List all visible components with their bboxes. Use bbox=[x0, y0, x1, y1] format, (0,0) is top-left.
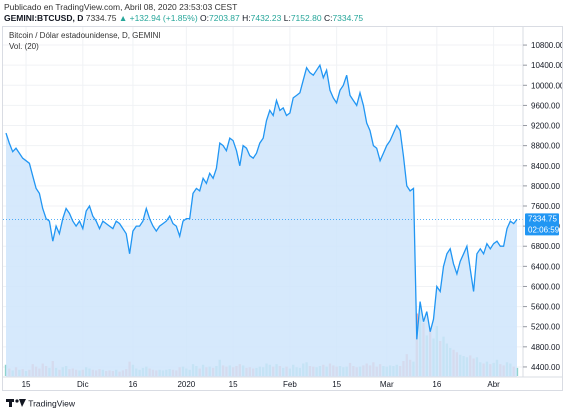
y-tick-label: 10400.00 bbox=[531, 61, 562, 70]
y-tick-label: 10000.00 bbox=[531, 81, 562, 90]
close-label: C: bbox=[323, 13, 333, 23]
x-tick-label: 15 bbox=[229, 380, 238, 389]
x-tick-label: Mar bbox=[380, 380, 394, 389]
x-tick-label: 2020 bbox=[177, 380, 195, 389]
x-tick-label: Feb bbox=[283, 380, 297, 389]
x-tick-label: Abr bbox=[487, 380, 500, 389]
chart-panel[interactable]: 4400.00 4800.00 5200.00 5600.00 6000.00 6400.… bbox=[2, 26, 563, 391]
open-value: 7203.87 bbox=[209, 13, 240, 23]
x-tick-label: Dic bbox=[77, 380, 89, 389]
y-tick-label: 8000.00 bbox=[531, 182, 560, 191]
last-price: 7334.75 bbox=[85, 13, 117, 23]
y-tick-label: 10800.00 bbox=[531, 41, 562, 50]
footer: TradingView bbox=[6, 398, 75, 410]
symbol-label: GEMINI:BTCUSD, D bbox=[4, 13, 84, 23]
y-tick-label: 4400.00 bbox=[531, 363, 560, 372]
x-tick-label: 15 bbox=[22, 380, 31, 389]
y-tick-label: 6800.00 bbox=[531, 242, 560, 251]
close-value: 7334.75 bbox=[332, 13, 364, 23]
x-tick-label: 16 bbox=[432, 380, 441, 389]
published-note: Publicado en TradingView.com, Abril 08, … bbox=[4, 2, 238, 12]
low-label: L: bbox=[283, 13, 291, 23]
y-tick-label: 5200.00 bbox=[531, 323, 560, 332]
x-tick-label: 16 bbox=[128, 380, 137, 389]
tradingview-logo-icon bbox=[6, 398, 26, 410]
price-tag: 7334.75 02:06:59 bbox=[525, 213, 560, 236]
price-change: ▲ +132.94 (+1.85%) bbox=[118, 13, 198, 23]
y-tick-label: 6000.00 bbox=[531, 282, 560, 291]
legend-volume: Vol. (20) bbox=[9, 42, 39, 51]
time-axis: 15 Dic 16 2020 15 Feb 15 Mar 16 Abr bbox=[3, 376, 562, 389]
low-value: 7152.80 bbox=[290, 13, 322, 23]
y-tick-label: 9200.00 bbox=[531, 122, 560, 131]
price-tag-value: 7334.75 bbox=[528, 214, 557, 223]
y-tick-label: 7600.00 bbox=[531, 202, 560, 211]
high-value: 7432.23 bbox=[250, 13, 282, 23]
y-tick-label: 5600.00 bbox=[531, 303, 560, 312]
y-tick-label: 8400.00 bbox=[531, 162, 560, 171]
symbol-ohlc-line: GEMINI:BTCUSD, D 7334.75 ▲ +132.94 (+1.8… bbox=[4, 13, 363, 23]
y-tick-label: 6400.00 bbox=[531, 262, 560, 271]
high-label: H: bbox=[242, 13, 251, 23]
y-tick-label: 8800.00 bbox=[531, 142, 560, 151]
legend-title: Bitcoin / Dólar estadounidense, D, GEMIN… bbox=[9, 31, 161, 40]
footer-brand: TradingView bbox=[28, 398, 75, 409]
price-chart[interactable]: 4400.00 4800.00 5200.00 5600.00 6000.00 6400.… bbox=[3, 27, 562, 390]
price-axis: 4400.00 4800.00 5200.00 5600.00 6000.00 6400.… bbox=[522, 27, 562, 377]
price-tag-countdown: 02:06:59 bbox=[528, 225, 560, 234]
y-tick-label: 9600.00 bbox=[531, 101, 560, 110]
price-line bbox=[5, 63, 518, 340]
price-area bbox=[6, 65, 517, 377]
y-tick-label: 4800.00 bbox=[531, 343, 560, 352]
x-tick-label: 15 bbox=[332, 380, 341, 389]
open-label: O: bbox=[200, 13, 210, 23]
